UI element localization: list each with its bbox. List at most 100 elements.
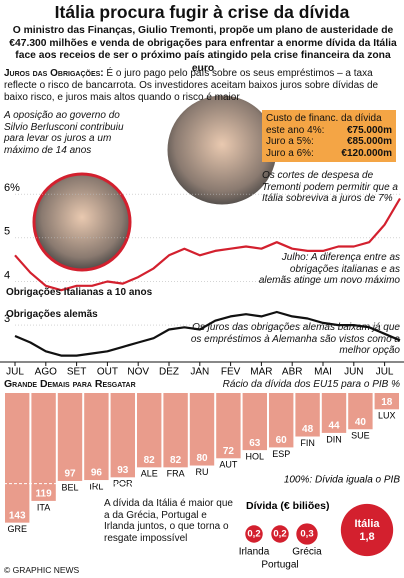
bubble-name: Irlanda: [239, 547, 270, 558]
bar-category: ALE: [141, 469, 158, 479]
bar-value: 44: [328, 421, 340, 432]
bar-title: Grande Demais para Resgatar: [4, 378, 136, 390]
annotation: Os juros das obrigações alemãs baixam já…: [190, 322, 400, 356]
bubble-value: 0,3: [300, 529, 313, 540]
intro-label: Juros das Obrigações:: [4, 68, 104, 79]
bar-value: 97: [64, 469, 76, 480]
bubble-name: Portugal: [261, 560, 298, 571]
bar: [321, 393, 347, 433]
bar-category: LUX: [378, 411, 396, 421]
bar-category: BEL: [61, 482, 78, 492]
bar: [31, 393, 56, 501]
bar-category: FIN: [300, 438, 315, 448]
bar-category: POR: [113, 479, 133, 489]
bar: [57, 393, 83, 481]
bubble: [340, 503, 394, 557]
bar-category: HOL: [246, 451, 265, 461]
bar: [137, 393, 162, 468]
series-label: Obrigações italianas a 10 anos: [6, 287, 153, 298]
bar-category: SUE: [351, 431, 370, 441]
cost-value: €75.000m: [346, 124, 392, 136]
x-tick-label: OUT: [97, 367, 118, 378]
line-series: [14, 310, 401, 357]
cost-row: Juro a 6%: €120.000m: [266, 148, 392, 160]
photo-berlusconi: [32, 172, 132, 272]
cost-label: este ano 4%:: [266, 124, 325, 136]
bar-category: DIN: [326, 434, 342, 444]
cost-box: Custo de financ. da dívida este ano 4%: €7…: [262, 110, 396, 162]
bar: [5, 393, 30, 523]
cost-row: este ano 4%: €75.000m: [266, 125, 392, 137]
line-series: [14, 197, 401, 292]
bar-value: 80: [196, 453, 208, 464]
bar: [242, 393, 267, 451]
x-tick-label: MAI: [314, 367, 332, 378]
bubble: [245, 525, 263, 543]
cost-label: Juro a 5%:: [266, 136, 314, 147]
bar-value: 93: [117, 465, 129, 476]
bar-value: 48: [302, 424, 314, 435]
y-tick-label: 3: [4, 313, 10, 325]
bar-category: IRL: [89, 481, 103, 491]
cost-label: Custo de financ. da dívida: [266, 113, 382, 124]
bar-category: ESP: [272, 449, 290, 459]
annotation: Julho: A diferença entre as obrigações i…: [258, 252, 400, 286]
x-tick-label: DEZ: [159, 367, 179, 378]
bubble-value: 0,2: [273, 529, 286, 540]
y-tick-label: 5: [4, 226, 10, 238]
bar-value: 72: [223, 446, 235, 457]
bar: [163, 393, 188, 468]
bubble-annotation: A dívida da Itália é maior que a da Gréc…: [104, 498, 233, 544]
bar: [110, 393, 135, 478]
x-tick-label: JUL: [376, 367, 394, 378]
bar-value: 63: [249, 438, 261, 449]
bar-value: 96: [91, 468, 103, 479]
bubble-title: Dívida (€ biliões): [246, 500, 329, 512]
bubble: [271, 525, 289, 543]
y-tick-label: 4: [4, 269, 10, 281]
cost-row: Custo de financ. da dívida: [266, 113, 392, 125]
bar: [295, 393, 320, 437]
bar-value: 82: [170, 455, 182, 466]
x-tick-label: JAN: [190, 367, 209, 378]
reference-label: 100%: Dívida iguala o PIB: [284, 474, 401, 485]
annotation: Os cortes de despesa de Tremonti podem p…: [262, 170, 398, 204]
title: Itália procura fugir à crise da dívida: [54, 2, 350, 22]
credit: © GRAPHIC NEWS: [4, 565, 80, 575]
bar-category: ITA: [37, 502, 50, 512]
x-tick-label: SET: [67, 367, 86, 378]
bar: [189, 393, 215, 466]
annotation: A oposição ao governo do Silvio Berlusco…: [4, 110, 124, 156]
x-tick-label: MAR: [250, 367, 272, 378]
x-tick-label: FEV: [221, 367, 241, 378]
cost-value: €85.000m: [346, 136, 392, 147]
bar-value: 18: [381, 397, 393, 408]
bar-category: FRA: [167, 469, 185, 479]
bar-value: 143: [9, 510, 26, 521]
bar-subtitle: Rácio da dívida dos EU15 para o PIB %: [222, 379, 400, 390]
bar-value: 119: [36, 489, 53, 500]
intro: Juros das Obrigações: É o juro pago pelo…: [4, 68, 402, 104]
cost-value: €120.000m: [341, 147, 392, 159]
x-tick-label: AGO: [35, 367, 57, 378]
x-tick-label: ABR: [282, 367, 303, 378]
cost-label: Juro a 6%:: [266, 147, 314, 159]
x-tick-label: JUL: [6, 367, 24, 378]
bar: [216, 393, 241, 459]
bubble-name: Grécia: [292, 547, 322, 558]
bar: [374, 393, 399, 410]
intro-text: É o juro pago pelo país sobre os seus em…: [4, 68, 379, 103]
x-tick-label: JUN: [344, 367, 363, 378]
bar: [84, 393, 109, 481]
bubble-value: 1,8: [359, 531, 374, 543]
bar-category: RU: [196, 467, 209, 477]
bar: [348, 393, 373, 430]
bar-value: 82: [144, 455, 156, 466]
bar-category: GRE: [7, 524, 27, 534]
bar-value: 60: [276, 435, 288, 446]
bubble: [296, 523, 318, 545]
bubble-value: 0,2: [247, 529, 260, 540]
y-tick-label: 6%: [4, 182, 20, 194]
bar-value: 40: [355, 417, 367, 428]
